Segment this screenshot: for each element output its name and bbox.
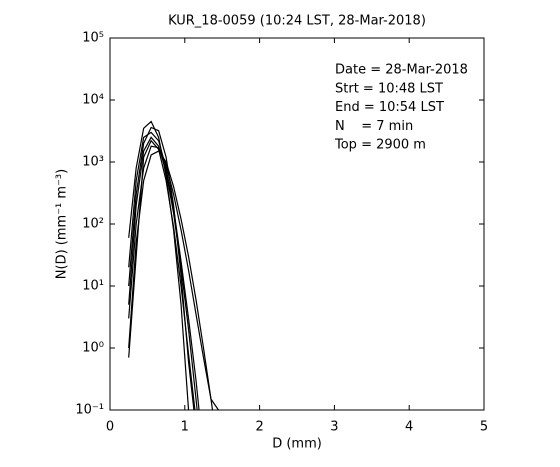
annotation: N = 7 min (335, 119, 413, 134)
annotation: Strt = 10:48 LST (335, 81, 443, 96)
x-tick-label: 5 (480, 420, 488, 435)
y-tick-label: 10² (82, 217, 104, 232)
y-tick-label: 10⁴ (82, 93, 104, 108)
y-tick-label: 10¹ (82, 279, 104, 294)
annotation: Date = 28-Mar-2018 (335, 63, 468, 78)
series-line (128, 126, 195, 410)
y-tick-label: 10⁻¹ (75, 403, 104, 418)
chart-title: KUR_18-0059 (10:24 LST, 28-Mar-2018) (168, 14, 426, 29)
y-tick-label: 10⁵ (82, 31, 104, 46)
series-line (128, 145, 219, 410)
x-axis-label: D (mm) (272, 437, 322, 452)
x-tick-label: 2 (255, 420, 263, 435)
y-tick-label: 10⁰ (82, 341, 104, 356)
annotation: End = 10:54 LST (335, 100, 444, 115)
x-tick-label: 0 (106, 420, 114, 435)
series-line (128, 120, 190, 410)
x-tick-label: 1 (181, 420, 189, 435)
series-line (128, 131, 200, 410)
series-line (128, 150, 214, 410)
annotation: Top = 2900 m (334, 138, 426, 153)
series-line (128, 136, 198, 410)
series-line (128, 139, 196, 410)
y-tick-label: 10³ (82, 155, 104, 170)
x-tick-label: 4 (405, 420, 413, 435)
lines (128, 120, 219, 410)
x-tick-label: 3 (330, 420, 338, 435)
y-axis-label: N(D) (mm⁻¹ m⁻³) (55, 169, 70, 279)
